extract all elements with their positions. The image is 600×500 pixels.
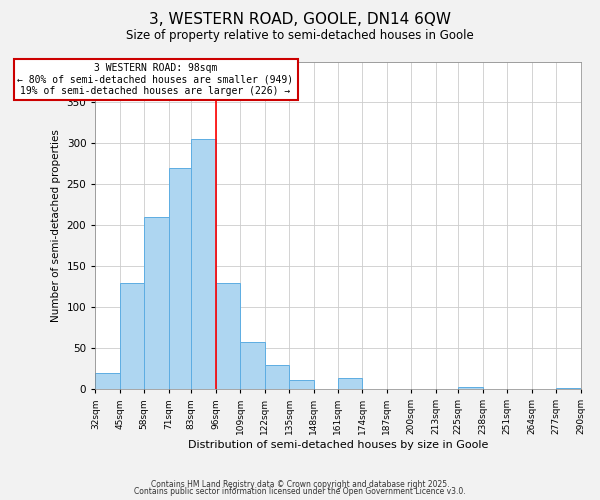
Bar xyxy=(144,217,169,389)
Bar xyxy=(120,282,144,389)
Text: Contains HM Land Registry data © Crown copyright and database right 2025.: Contains HM Land Registry data © Crown c… xyxy=(151,480,449,489)
Text: 3 WESTERN ROAD: 98sqm
← 80% of semi-detached houses are smaller (949)
19% of sem: 3 WESTERN ROAD: 98sqm ← 80% of semi-deta… xyxy=(17,63,293,96)
Bar xyxy=(289,380,314,389)
Bar xyxy=(556,388,581,389)
Text: Size of property relative to semi-detached houses in Goole: Size of property relative to semi-detach… xyxy=(126,29,474,42)
Text: Contains public sector information licensed under the Open Government Licence v3: Contains public sector information licen… xyxy=(134,487,466,496)
Bar xyxy=(458,388,483,389)
X-axis label: Distribution of semi-detached houses by size in Goole: Distribution of semi-detached houses by … xyxy=(188,440,488,450)
Bar xyxy=(216,282,240,389)
Bar xyxy=(169,168,191,389)
Bar xyxy=(265,366,289,389)
Bar xyxy=(95,372,120,389)
Text: 3, WESTERN ROAD, GOOLE, DN14 6QW: 3, WESTERN ROAD, GOOLE, DN14 6QW xyxy=(149,12,451,28)
Y-axis label: Number of semi-detached properties: Number of semi-detached properties xyxy=(51,129,61,322)
Bar xyxy=(240,342,265,389)
Bar xyxy=(338,378,362,389)
Bar xyxy=(191,140,216,389)
